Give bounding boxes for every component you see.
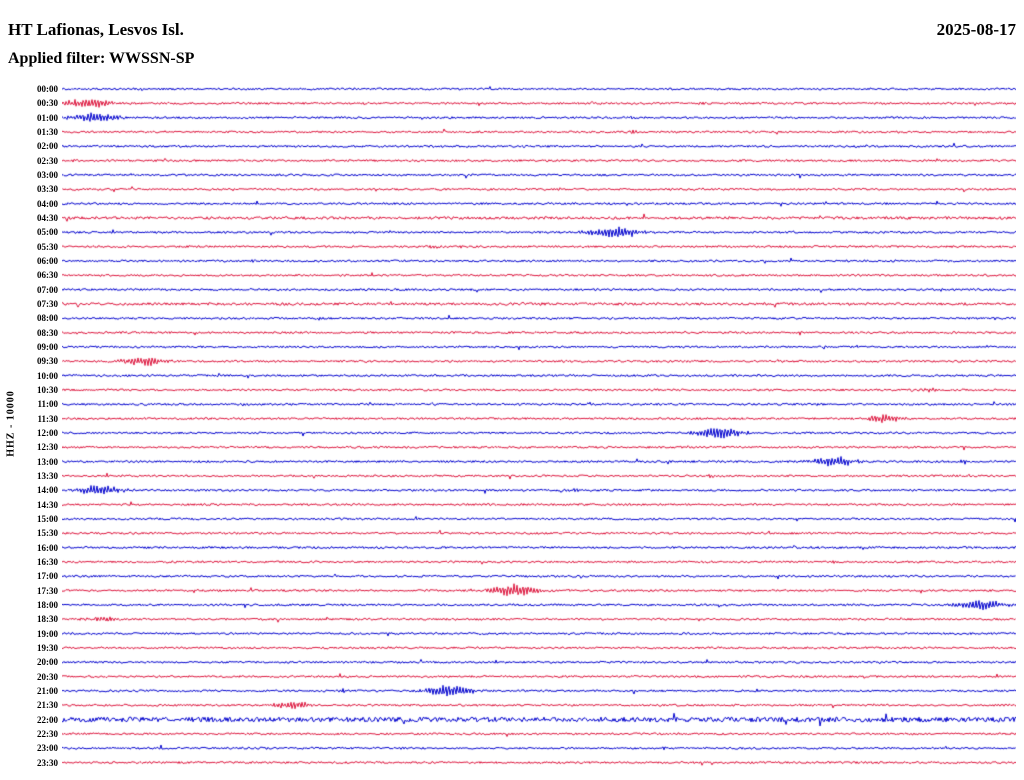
time-label: 18:00	[37, 599, 58, 610]
time-label: 04:00	[37, 198, 58, 209]
time-label: 23:00	[37, 743, 58, 754]
time-label: 01:00	[37, 112, 58, 123]
time-label: 20:30	[37, 671, 58, 682]
time-label: 17:30	[37, 585, 58, 596]
filter-label: Applied filter: WWSSN-SP	[8, 50, 195, 67]
time-label: 05:00	[37, 227, 58, 238]
time-label: 01:30	[37, 126, 58, 137]
time-label: 16:00	[37, 542, 58, 553]
time-label: 03:00	[37, 169, 58, 180]
time-label: 22:00	[37, 714, 58, 725]
time-label: 06:30	[37, 270, 58, 281]
time-label: 19:30	[37, 642, 58, 653]
time-label: 00:30	[37, 98, 58, 109]
time-label: 21:00	[37, 685, 58, 696]
date-label: 2025-08-17	[936, 20, 1016, 39]
time-label: 02:00	[37, 141, 58, 152]
time-label: 06:00	[37, 255, 58, 266]
station-title: HT Lafionas, Lesvos Isl.	[8, 20, 184, 39]
time-label: 16:30	[37, 556, 58, 567]
time-label: 04:30	[37, 212, 58, 223]
time-label: 02:30	[37, 155, 58, 166]
time-label: 20:00	[37, 657, 58, 668]
time-label: 00:00	[37, 84, 58, 94]
time-label: 03:30	[37, 184, 58, 195]
time-label: 10:00	[37, 370, 58, 381]
time-label: 05:30	[37, 241, 58, 252]
time-label: 07:00	[37, 284, 58, 295]
time-label: 12:30	[37, 442, 58, 453]
time-label: 13:30	[37, 470, 58, 481]
helicorder-canvas	[62, 82, 1016, 774]
time-label: 08:00	[37, 313, 58, 324]
time-label: 14:00	[37, 485, 58, 496]
time-label: 09:30	[37, 356, 58, 367]
time-label: 12:00	[37, 427, 58, 438]
time-label: 11:30	[37, 413, 58, 424]
time-label: 10:30	[37, 384, 58, 395]
time-label: 18:30	[37, 614, 58, 625]
time-label: 08:30	[37, 327, 58, 338]
time-label: 15:00	[37, 513, 58, 524]
time-label: 23:30	[37, 757, 58, 768]
time-label: 19:00	[37, 628, 58, 639]
time-label: 07:30	[37, 298, 58, 309]
time-label: 21:30	[37, 700, 58, 711]
time-label: 14:30	[37, 499, 58, 510]
time-label: 09:00	[37, 341, 58, 352]
time-label: 22:30	[37, 728, 58, 739]
time-label: 15:30	[37, 528, 58, 539]
time-label: 13:00	[37, 456, 58, 467]
time-label: 17:00	[37, 571, 58, 582]
time-label: 11:00	[37, 399, 58, 410]
